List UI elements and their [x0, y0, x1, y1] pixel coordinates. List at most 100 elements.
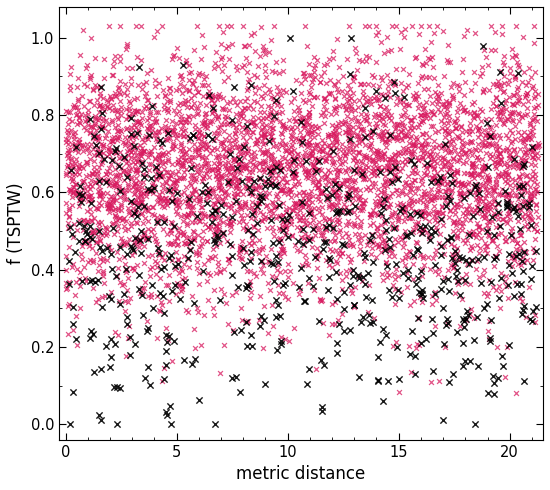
Point [513, 128, 522, 136]
Point [136, 149, 145, 157]
Point [181, 156, 190, 164]
Point [129, 144, 138, 151]
Point [399, 98, 408, 106]
Point [365, 128, 374, 136]
Point [256, 108, 265, 116]
Point [133, 118, 142, 125]
Point [513, 191, 522, 198]
Point [152, 108, 161, 116]
Point [350, 97, 359, 104]
Point [138, 135, 146, 143]
Point [313, 93, 322, 101]
Point [78, 162, 87, 170]
Point [113, 265, 122, 272]
Point [426, 265, 434, 273]
Point [356, 318, 365, 325]
Point [104, 244, 113, 251]
Point [450, 146, 459, 154]
Point [478, 166, 487, 173]
Point [210, 65, 218, 73]
Point [421, 59, 430, 67]
Point [137, 227, 146, 235]
Point [68, 164, 77, 172]
Point [431, 322, 440, 330]
Point [168, 126, 177, 134]
Point [314, 183, 322, 191]
Point [277, 91, 285, 98]
Point [170, 51, 179, 59]
Point [291, 167, 300, 175]
Point [504, 192, 513, 199]
Point [333, 208, 342, 216]
Point [408, 141, 416, 149]
Point [374, 197, 383, 205]
Point [184, 112, 192, 120]
Point [390, 235, 399, 243]
Point [412, 184, 421, 192]
Point [305, 150, 314, 158]
Point [239, 42, 248, 50]
Point [200, 172, 208, 180]
Point [204, 159, 212, 167]
Point [494, 149, 503, 157]
Point [323, 131, 332, 139]
Point [103, 146, 112, 153]
Point [430, 174, 439, 182]
Point [107, 95, 116, 102]
Point [243, 318, 252, 325]
Point [139, 147, 148, 155]
Point [74, 163, 83, 171]
Point [203, 167, 212, 175]
Point [98, 254, 107, 262]
Point [130, 248, 139, 256]
Point [335, 101, 344, 109]
Point [113, 106, 122, 114]
Point [289, 155, 298, 163]
Point [401, 100, 410, 108]
Point [90, 150, 98, 158]
Point [326, 130, 334, 138]
Point [300, 191, 309, 199]
Point [516, 164, 525, 172]
Point [514, 164, 522, 171]
Point [348, 240, 356, 248]
Point [421, 114, 430, 122]
Point [266, 162, 275, 170]
Point [466, 86, 475, 94]
Point [94, 205, 103, 213]
Point [86, 155, 95, 163]
Point [307, 101, 316, 109]
Point [426, 162, 435, 170]
Point [68, 141, 76, 148]
Point [327, 320, 336, 328]
Point [304, 88, 313, 96]
Point [345, 266, 354, 273]
Point [522, 179, 531, 187]
Point [226, 98, 235, 106]
Point [241, 182, 250, 190]
Point [460, 78, 469, 86]
Point [427, 122, 436, 130]
Point [307, 71, 316, 78]
Point [470, 182, 479, 190]
Point [434, 177, 443, 185]
Point [420, 136, 429, 144]
Point [237, 157, 246, 165]
Point [356, 157, 365, 165]
Point [452, 119, 461, 127]
Point [131, 160, 140, 168]
Point [342, 106, 350, 114]
Point [501, 146, 510, 154]
Point [216, 186, 225, 194]
Point [132, 174, 141, 182]
Point [316, 187, 325, 195]
Point [116, 77, 124, 85]
Point [305, 235, 314, 243]
Point [236, 243, 245, 250]
Point [63, 151, 72, 159]
Point [485, 175, 493, 183]
Point [194, 165, 202, 173]
Point [410, 122, 419, 130]
Point [94, 295, 102, 303]
Point [507, 198, 515, 206]
